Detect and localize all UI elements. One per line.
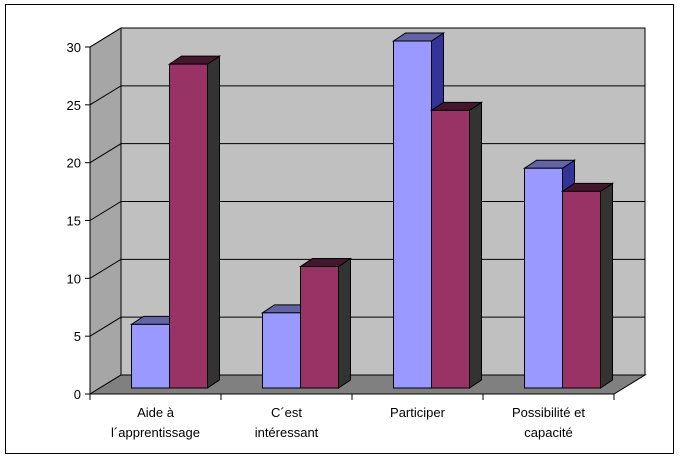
- bar-s2-2: [431, 109, 470, 389]
- bar-s1-0: [131, 323, 170, 389]
- bar-s1-3: [524, 167, 563, 389]
- y-tick-label: 25: [67, 98, 81, 113]
- x-tick-label: Participer: [390, 405, 446, 420]
- x-tick-label-line: C´est: [271, 405, 302, 420]
- bar-s2-1: [300, 266, 339, 389]
- x-tick-label-line: l´apprentissage: [111, 425, 200, 440]
- gridline: [89, 27, 645, 48]
- x-tick-label: Possibilité et capacité: [512, 405, 585, 440]
- bar-s1-1: [262, 312, 301, 389]
- bar-s2-3: [562, 190, 601, 389]
- x-tick-label-line: Possibilité et: [512, 405, 585, 420]
- bar-side-s2-3: [600, 182, 613, 389]
- y-tick-label: 15: [67, 214, 81, 229]
- x-tick-label-line: Participer: [390, 405, 446, 420]
- gridline: [89, 85, 645, 106]
- x-tick-label-line: Aide à: [137, 405, 175, 420]
- x-tick-label-line: capacité: [524, 425, 572, 440]
- bar-s1-2: [393, 40, 432, 389]
- x-tick-label-line: intéressant: [255, 425, 319, 440]
- bar-side-s2-0: [207, 55, 220, 389]
- bar-side-s2-2: [469, 101, 482, 389]
- y-tick-label: 10: [67, 271, 81, 286]
- y-tick-label: 5: [74, 329, 81, 344]
- y-tick-label: 0: [74, 387, 81, 402]
- bar-s2-0: [169, 63, 208, 389]
- y-tick-label: 20: [67, 156, 81, 171]
- bar-side-s2-1: [338, 257, 351, 389]
- x-tick-label: Aide à l´apprentissage: [111, 405, 200, 440]
- y-tick-label: 30: [67, 40, 81, 55]
- x-tick-label: C´est intéressant: [255, 405, 319, 440]
